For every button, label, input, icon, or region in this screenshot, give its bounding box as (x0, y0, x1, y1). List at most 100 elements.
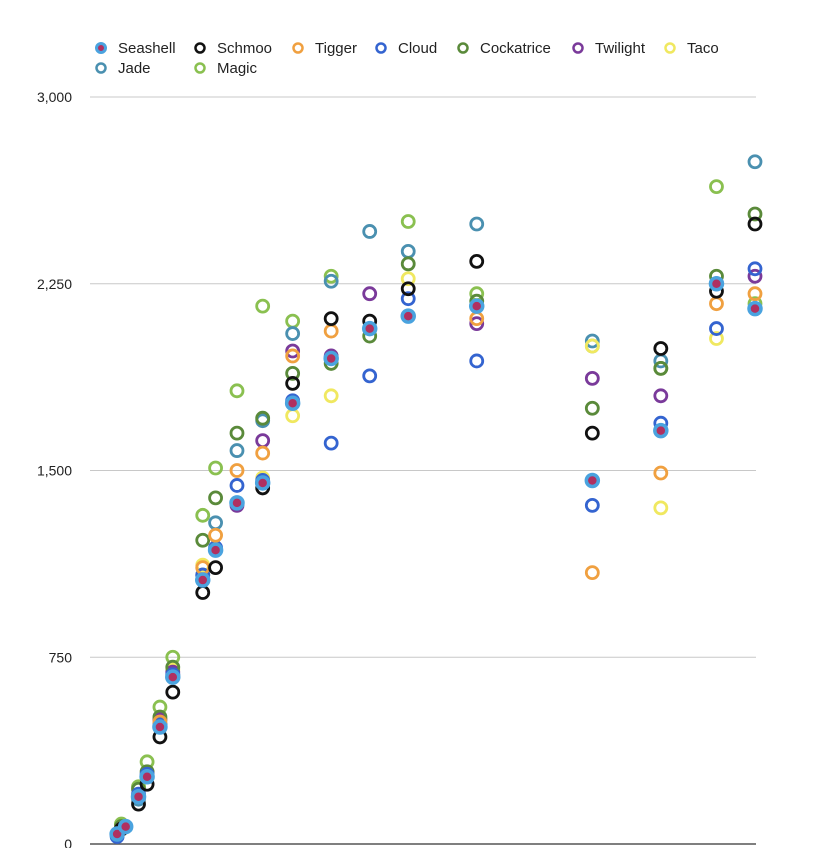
data-point-schmoo (285, 375, 301, 391)
y-tick-label: 2,250 (37, 276, 72, 292)
data-point-cloud (323, 435, 339, 451)
data-point-schmoo (747, 216, 763, 232)
data-point-seashell (152, 719, 168, 735)
data-point-cockatrice (255, 410, 271, 426)
data-point-taco (709, 331, 724, 346)
data-point-tigger (584, 565, 600, 580)
y-tick-label: 750 (49, 649, 73, 665)
data-point-cloud (584, 497, 600, 513)
legend-item: Magic (194, 60, 258, 77)
y-axis: 0 750 1,500 2,250 3,000 (37, 89, 72, 848)
data-point-seashell (254, 475, 271, 491)
legend-label: Seashell (118, 40, 176, 57)
data-point-tigger (255, 445, 271, 461)
legend-item: Twilight (572, 40, 646, 57)
data-point-seashell (165, 669, 181, 685)
data-point-cockatrice (747, 206, 763, 222)
data-point-tigger (747, 286, 763, 302)
data-point-jade (285, 326, 301, 341)
data-point-magic (285, 313, 301, 329)
data-point-schmoo (584, 425, 600, 441)
data-point-cockatrice (229, 425, 245, 441)
legend-marker (194, 62, 206, 74)
data-point-jade (584, 333, 600, 349)
data-point-seashell (468, 298, 485, 314)
legend-item: Jade (95, 60, 151, 77)
data-point-cockatrice (400, 256, 416, 272)
legend-label: Magic (217, 60, 258, 77)
data-point-twilight (285, 343, 301, 359)
data-point-tigger (323, 323, 339, 339)
y-tick-label: 0 (64, 836, 72, 848)
legend: Seashell Schmoo Tigger Cloud Cockatrice Twili… (95, 40, 719, 77)
data-point-tigger (285, 348, 301, 364)
data-point-taco (285, 408, 301, 424)
data-point-seashell (653, 422, 669, 439)
legend-marker (457, 42, 469, 54)
data-point-twilight (469, 316, 485, 331)
data-point-jade (208, 515, 223, 531)
data-point-seashell (139, 769, 155, 785)
data-point-magic (195, 507, 211, 523)
legend-marker (95, 42, 107, 54)
legend-item: Tigger (292, 40, 357, 57)
data-point-jade (362, 224, 378, 239)
data-point-schmoo (165, 684, 181, 700)
data-point-cloud (400, 291, 416, 307)
data-point-magic (229, 383, 245, 399)
data-point-cockatrice (653, 361, 669, 376)
data-point-schmoo (323, 311, 339, 327)
data-point-twilight (747, 268, 763, 284)
legend-label: Tigger (315, 40, 357, 57)
data-point-seashell (708, 276, 725, 292)
legend-marker (194, 42, 206, 54)
data-point-twilight (255, 433, 271, 449)
data-point-cloud (469, 353, 485, 369)
data-point-seashell (747, 300, 763, 317)
data-point-magic (709, 179, 724, 195)
data-point-schmoo (208, 560, 223, 576)
data-point-cockatrice (584, 400, 600, 416)
data-point-cloud (747, 261, 763, 277)
data-point-magic (323, 268, 339, 284)
gridlines (90, 96, 756, 845)
data-point-seashell (130, 788, 147, 805)
data-points (109, 154, 763, 844)
legend-marker (292, 42, 304, 54)
y-tick-label: 1,500 (37, 463, 72, 479)
data-point-tigger (208, 527, 223, 543)
legend-item: Cockatrice (457, 40, 551, 57)
legend-marker (572, 42, 584, 54)
y-tick-label: 3,000 (37, 89, 72, 105)
data-point-cockatrice (208, 490, 223, 506)
legend-label: Schmoo (217, 40, 272, 57)
data-point-cockatrice (195, 532, 211, 548)
data-point-tigger (709, 296, 724, 312)
data-point-tigger (229, 463, 245, 478)
data-point-schmoo (195, 585, 211, 600)
data-point-jade (229, 443, 245, 458)
data-point-seashell (194, 572, 211, 588)
legend-item: Schmoo (194, 40, 272, 57)
data-point-tigger (653, 465, 669, 481)
data-point-seashell (361, 320, 378, 337)
data-point-jade (747, 154, 763, 170)
legend-marker (95, 62, 107, 74)
data-point-jade (400, 243, 416, 259)
data-point-seashell (400, 308, 416, 324)
data-point-taco (584, 338, 600, 354)
data-point-magic (255, 298, 271, 314)
data-point-twilight (584, 370, 600, 386)
data-point-cloud (709, 321, 724, 336)
data-point-jade (469, 216, 485, 232)
data-point-seashell (207, 542, 224, 558)
legend-marker (375, 42, 387, 54)
legend-item: Seashell (95, 40, 176, 57)
data-point-taco (323, 388, 339, 404)
data-point-taco (653, 500, 669, 516)
legend-label: Cockatrice (480, 40, 551, 57)
data-point-twilight (653, 388, 669, 404)
data-point-schmoo (400, 281, 416, 297)
legend-label: Taco (687, 40, 719, 57)
